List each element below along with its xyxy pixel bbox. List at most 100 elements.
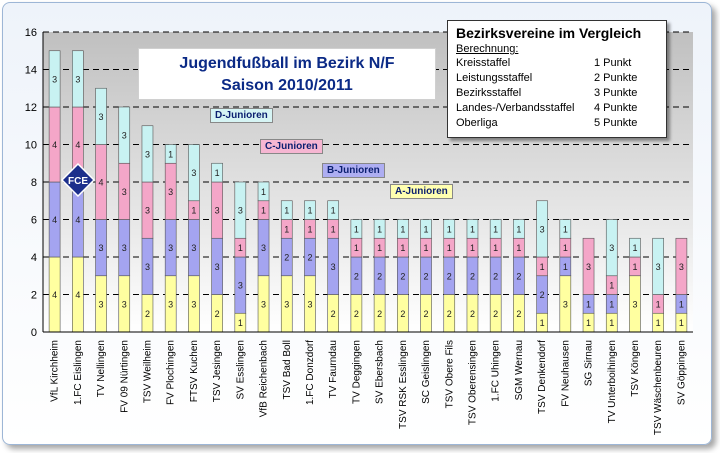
legend-row-points: 4 Punkte (594, 102, 638, 114)
series-label-d-junioren: D-Junioren (210, 108, 273, 123)
y-tick-label: 6 (31, 215, 37, 227)
bar-segment-d-junioren (443, 219, 456, 239)
bar-segment-d-junioren (629, 237, 641, 258)
x-tick-label: SV Ebersbach (375, 340, 386, 404)
bar-segment-d-junioren (489, 219, 502, 239)
bar-value-label: 1 (516, 243, 521, 253)
bar-value-label: 2 (377, 309, 382, 319)
bar-value-label: 1 (238, 243, 243, 253)
bar-segment-d-junioren (188, 144, 200, 202)
bar-value-label: 3 (238, 206, 243, 216)
x-tick-label: FV 09 Nürtingen (119, 340, 130, 413)
bar-value-label: 1 (493, 224, 498, 234)
bar-value-label: 1 (400, 224, 405, 234)
bar-value-label: 1 (238, 318, 243, 328)
bar-segment-c-junioren (675, 237, 688, 295)
legend-row-points: 1 Punkt (594, 57, 632, 69)
bar-value-label: 1 (354, 243, 359, 253)
x-tick-label: FTSV Kuchen (189, 340, 200, 402)
bar-value-label: 1 (447, 243, 452, 253)
bar-value-label: 4 (52, 140, 57, 150)
bar-segment-d-junioren (72, 50, 84, 108)
bar-value-label: 2 (447, 309, 452, 319)
bar-value-label: 3 (261, 299, 266, 309)
bar-value-label: 3 (261, 243, 266, 253)
bar-value-label: 1 (586, 318, 591, 328)
x-tick-label: SV Göppingen (676, 340, 687, 405)
bar-value-label: 3 (609, 243, 614, 253)
y-tick-label: 2 (31, 290, 37, 302)
bar-segment-d-junioren (211, 162, 223, 183)
chart-title-line1: Jugendfußball im Bezirk N/F (179, 55, 395, 72)
bar-value-label: 4 (99, 178, 104, 188)
x-tick-label: SGM Wernau (514, 340, 525, 400)
bar-value-label: 3 (122, 131, 127, 141)
bar-segment-d-junioren (513, 219, 525, 239)
bar-value-label: 3 (99, 112, 104, 122)
x-tick-label: TSV Oberensingen (467, 340, 478, 425)
bar-value-label: 3 (307, 299, 312, 309)
x-tick-label: TSV Obere Fils (444, 340, 455, 408)
bar-value-label: 3 (99, 299, 104, 309)
bar-value-label: 2 (377, 271, 382, 281)
bar-value-label: 1 (191, 206, 196, 216)
bar-value-label: 1 (424, 243, 429, 253)
bar-value-label: 3 (191, 168, 196, 178)
bar-value-label: 1 (400, 243, 405, 253)
bar-value-label: 1 (609, 281, 614, 291)
bar-value-label: 1 (261, 206, 266, 216)
y-tick-label: 14 (25, 65, 37, 77)
bar-value-label: 2 (400, 309, 405, 319)
bar-value-label: 1 (656, 318, 661, 328)
bar-segment-d-junioren (164, 144, 177, 164)
bar-segment-d-junioren (304, 200, 316, 220)
x-tick-label: TV Deggingen (351, 340, 362, 404)
bar-segment-d-junioren (397, 219, 409, 239)
legend-row: Bezirksstaffel 3 Punkte (456, 86, 658, 101)
bar-value-label: 2 (354, 271, 359, 281)
legend-row-points: 2 Punkte (594, 72, 638, 84)
y-tick-label: 8 (31, 177, 37, 189)
bar-value-label: 2 (447, 271, 452, 281)
bar-value-label: 1 (377, 224, 382, 234)
x-tick-label: TSV Köngen (630, 340, 641, 397)
bar-value-label: 3 (331, 262, 336, 272)
bar-value-label: 1 (656, 299, 661, 309)
bar-value-label: 3 (145, 206, 150, 216)
y-tick-label: 12 (25, 102, 37, 114)
bar-value-label: 1 (632, 243, 637, 253)
x-tick-label: FV Plochingen (166, 340, 177, 405)
bar-value-label: 2 (493, 271, 498, 281)
bar-value-label: 3 (191, 243, 196, 253)
bar-value-label: 1 (679, 299, 684, 309)
bar-value-label: 2 (400, 271, 405, 281)
bar-value-label: 3 (563, 299, 568, 309)
bar-value-label: 1 (563, 262, 568, 272)
y-tick-label: 10 (25, 140, 37, 152)
legend-row-name: Kreisstaffel (456, 57, 511, 69)
bar-value-label: 3 (145, 262, 150, 272)
bar-value-label: 1 (331, 224, 336, 234)
bar-value-label: 2 (493, 309, 498, 319)
bar-value-label: 4 (75, 215, 80, 225)
x-tick-label: 1.FC Eislingen (73, 340, 84, 405)
bar-value-label: 1 (331, 206, 336, 216)
bar-segment-d-junioren (536, 200, 548, 258)
bar-value-label: 3 (215, 262, 220, 272)
bar-value-label: 3 (679, 262, 684, 272)
bar-value-label: 1 (540, 318, 545, 328)
bar-value-label: 2 (215, 309, 220, 319)
legend-row: Landes-/Verbandsstaffel 4 Punkte (456, 101, 658, 116)
bar-segment-d-junioren (327, 200, 339, 220)
x-tick-label: TSV Wäschenbeuren (653, 340, 664, 435)
bar-segment-d-junioren (373, 219, 386, 239)
legend-row: Leistungsstaffel 2 Punkte (456, 71, 658, 86)
bar-value-label: 1 (261, 187, 266, 197)
x-tick-label: 1.FC Uhingen (491, 340, 502, 402)
bar-value-label: 2 (516, 309, 521, 319)
series-label-c-junioren: C-Junioren (260, 139, 323, 154)
legend-row-points: 3 Punkte (594, 87, 638, 99)
x-tick-label: SC Geislingen (421, 340, 432, 404)
bar-value-label: 1 (307, 206, 312, 216)
